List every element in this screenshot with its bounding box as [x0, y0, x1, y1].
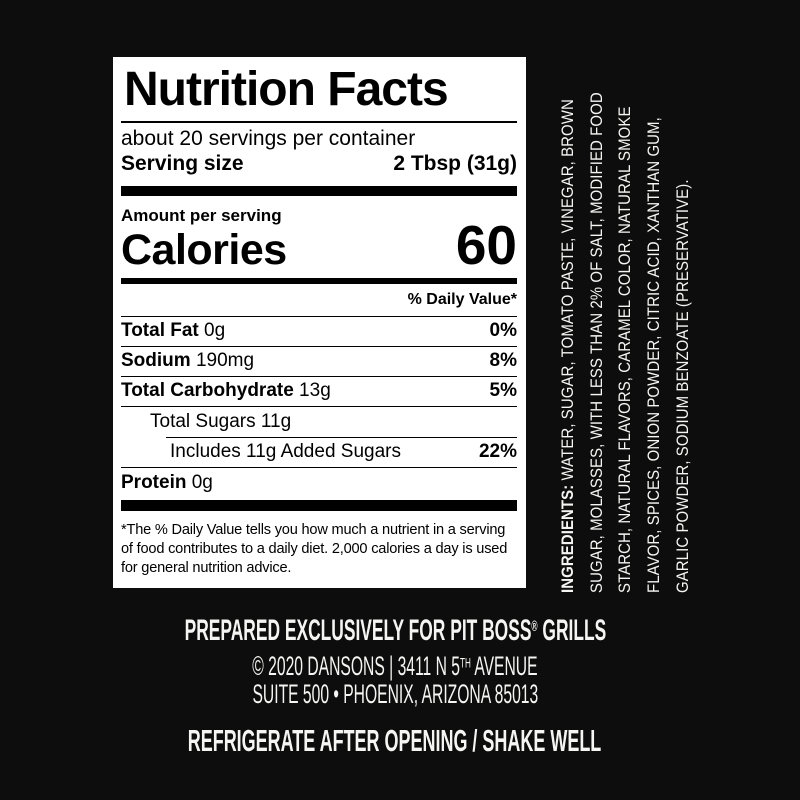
- copyright-text: © 2020 DANSONS | 3411 N 5: [252, 651, 461, 681]
- prepared-for-line: PREPARED EXCLUSIVELY FOR PIT BOSS® GRILL…: [0, 614, 790, 648]
- nutrient-bold: Total Fat: [121, 320, 199, 342]
- nutrient-bold: Total Carbohydrate: [121, 380, 294, 402]
- nutrient-dv: 5%: [489, 380, 517, 402]
- nutrient-bold: Sodium: [121, 350, 191, 372]
- nutrient-name: Total Sugars 11g: [150, 411, 291, 433]
- ordinal-superscript: TH: [460, 654, 471, 671]
- nutrient-name: Sodium 190mg: [121, 350, 254, 372]
- ingredients-vertical-text: INGREDIENTS: WATER, SUGAR, TOMATO PASTE,…: [554, 57, 704, 593]
- servings-per-container: about 20 servings per container: [121, 126, 416, 150]
- nutrient-amount: 190mg: [190, 350, 255, 372]
- prepared-text-suffix: GRILLS: [537, 614, 606, 647]
- daily-value-footnote: *The % Daily Value tells you how much a …: [121, 521, 508, 576]
- ingredients-line: FLAVOR, SPICES, ONION POWDER, CITRIC ACI…: [640, 57, 669, 593]
- ingredients-text: SUGAR, MOLASSES, WITH LESS THAN 2% OF SA…: [586, 92, 606, 593]
- address-text: SUITE 500 • PHOENIX, ARIZONA 85013: [252, 679, 538, 709]
- refrigerate-text: REFRIGERATE AFTER OPENING / SHAKE WELL: [188, 723, 602, 758]
- nutrient-name: Total Fat 0g: [121, 320, 225, 342]
- thick-divider-bottom: [121, 499, 517, 511]
- serving-size-row: Serving size 2 Tbsp (31g): [121, 151, 517, 177]
- nutrient-row-total-fat: Total Fat 0g 0%: [121, 317, 517, 347]
- nutrition-facts-title: Nutrition Facts: [124, 63, 449, 116]
- medium-divider: [121, 277, 517, 284]
- ingredients-line: STARCH, NATURAL FLAVORS, CARAMEL COLOR, …: [611, 57, 640, 593]
- nutrient-name: Includes 11g Added Sugars: [170, 441, 401, 463]
- refrigerate-line: REFRIGERATE AFTER OPENING / SHAKE WELL: [0, 723, 790, 759]
- nutrient-amount: 13g: [293, 380, 331, 402]
- amount-per-serving-label: Amount per serving: [121, 205, 282, 225]
- calories-row: Calories 60: [121, 213, 517, 276]
- calories-label: Calories: [121, 225, 287, 274]
- daily-value-header: % Daily Value*: [121, 284, 517, 317]
- ingredients-text: FLAVOR, SPICES, ONION POWDER, CITRIC ACI…: [644, 117, 664, 593]
- nutrient-dv: 0%: [489, 320, 517, 342]
- nutrient-dv: 8%: [489, 350, 517, 372]
- ingredients-line: SUGAR, MOLASSES, WITH LESS THAN 2% OF SA…: [583, 57, 612, 593]
- copyright-line: © 2020 DANSONS | 3411 N 5TH AVENUE: [0, 651, 790, 682]
- thick-divider-top: [121, 185, 517, 196]
- ingredients-line: GARLIC POWDER, SODIUM BENZOATE (PRESERVA…: [669, 57, 698, 593]
- ingredients-label: INGREDIENTS:: [558, 484, 577, 593]
- prepared-text: PREPARED EXCLUSIVELY FOR PIT BOSS: [184, 614, 531, 647]
- nutrient-name: Protein 0g: [121, 472, 213, 494]
- nutrition-facts-panel: Nutrition Facts about 20 servings per co…: [113, 57, 526, 588]
- nutrient-row-total-sugars: Total Sugars 11g: [121, 407, 517, 437]
- address-line: SUITE 500 • PHOENIX, ARIZONA 85013: [0, 679, 790, 710]
- nutrient-row-total-carbohydrate: Total Carbohydrate 13g 5%: [121, 377, 517, 407]
- indented-divider: [166, 436, 517, 438]
- nutrient-name: Total Carbohydrate 13g: [121, 380, 331, 402]
- ingredients-text: STARCH, NATURAL FLAVORS, CARAMEL COLOR, …: [615, 106, 635, 593]
- registered-mark: ®: [530, 619, 538, 636]
- nutrient-amount: 0g: [186, 471, 213, 493]
- nutrient-dv: 22%: [478, 441, 517, 463]
- title-divider: [121, 120, 517, 123]
- nutrient-amount: Total Sugars 11g: [150, 410, 292, 432]
- ingredients-text: GARLIC POWDER, SODIUM BENZOATE (PRESERVA…: [672, 179, 692, 593]
- ingredients-text: WATER, SUGAR, TOMATO PASTE, VINEGAR, BRO…: [558, 99, 577, 485]
- ingredients-line: INGREDIENTS: WATER, SUGAR, TOMATO PASTE,…: [554, 57, 583, 593]
- serving-size-value: 2 Tbsp (31g): [393, 151, 517, 175]
- serving-size-label: Serving size: [121, 151, 244, 175]
- calories-value: 60: [455, 213, 517, 276]
- copyright-text-suffix: AVENUE: [470, 651, 538, 681]
- nutrient-row-added-sugars: Includes 11g Added Sugars 22%: [121, 438, 517, 468]
- nutrient-amount: 0g: [198, 320, 226, 342]
- nutrient-row-protein: Protein 0g: [121, 468, 517, 498]
- nutrient-bold: Protein: [121, 471, 187, 493]
- nutrient-row-sodium: Sodium 190mg 8%: [121, 347, 517, 377]
- nutrient-amount: Includes 11g Added Sugars: [170, 441, 401, 463]
